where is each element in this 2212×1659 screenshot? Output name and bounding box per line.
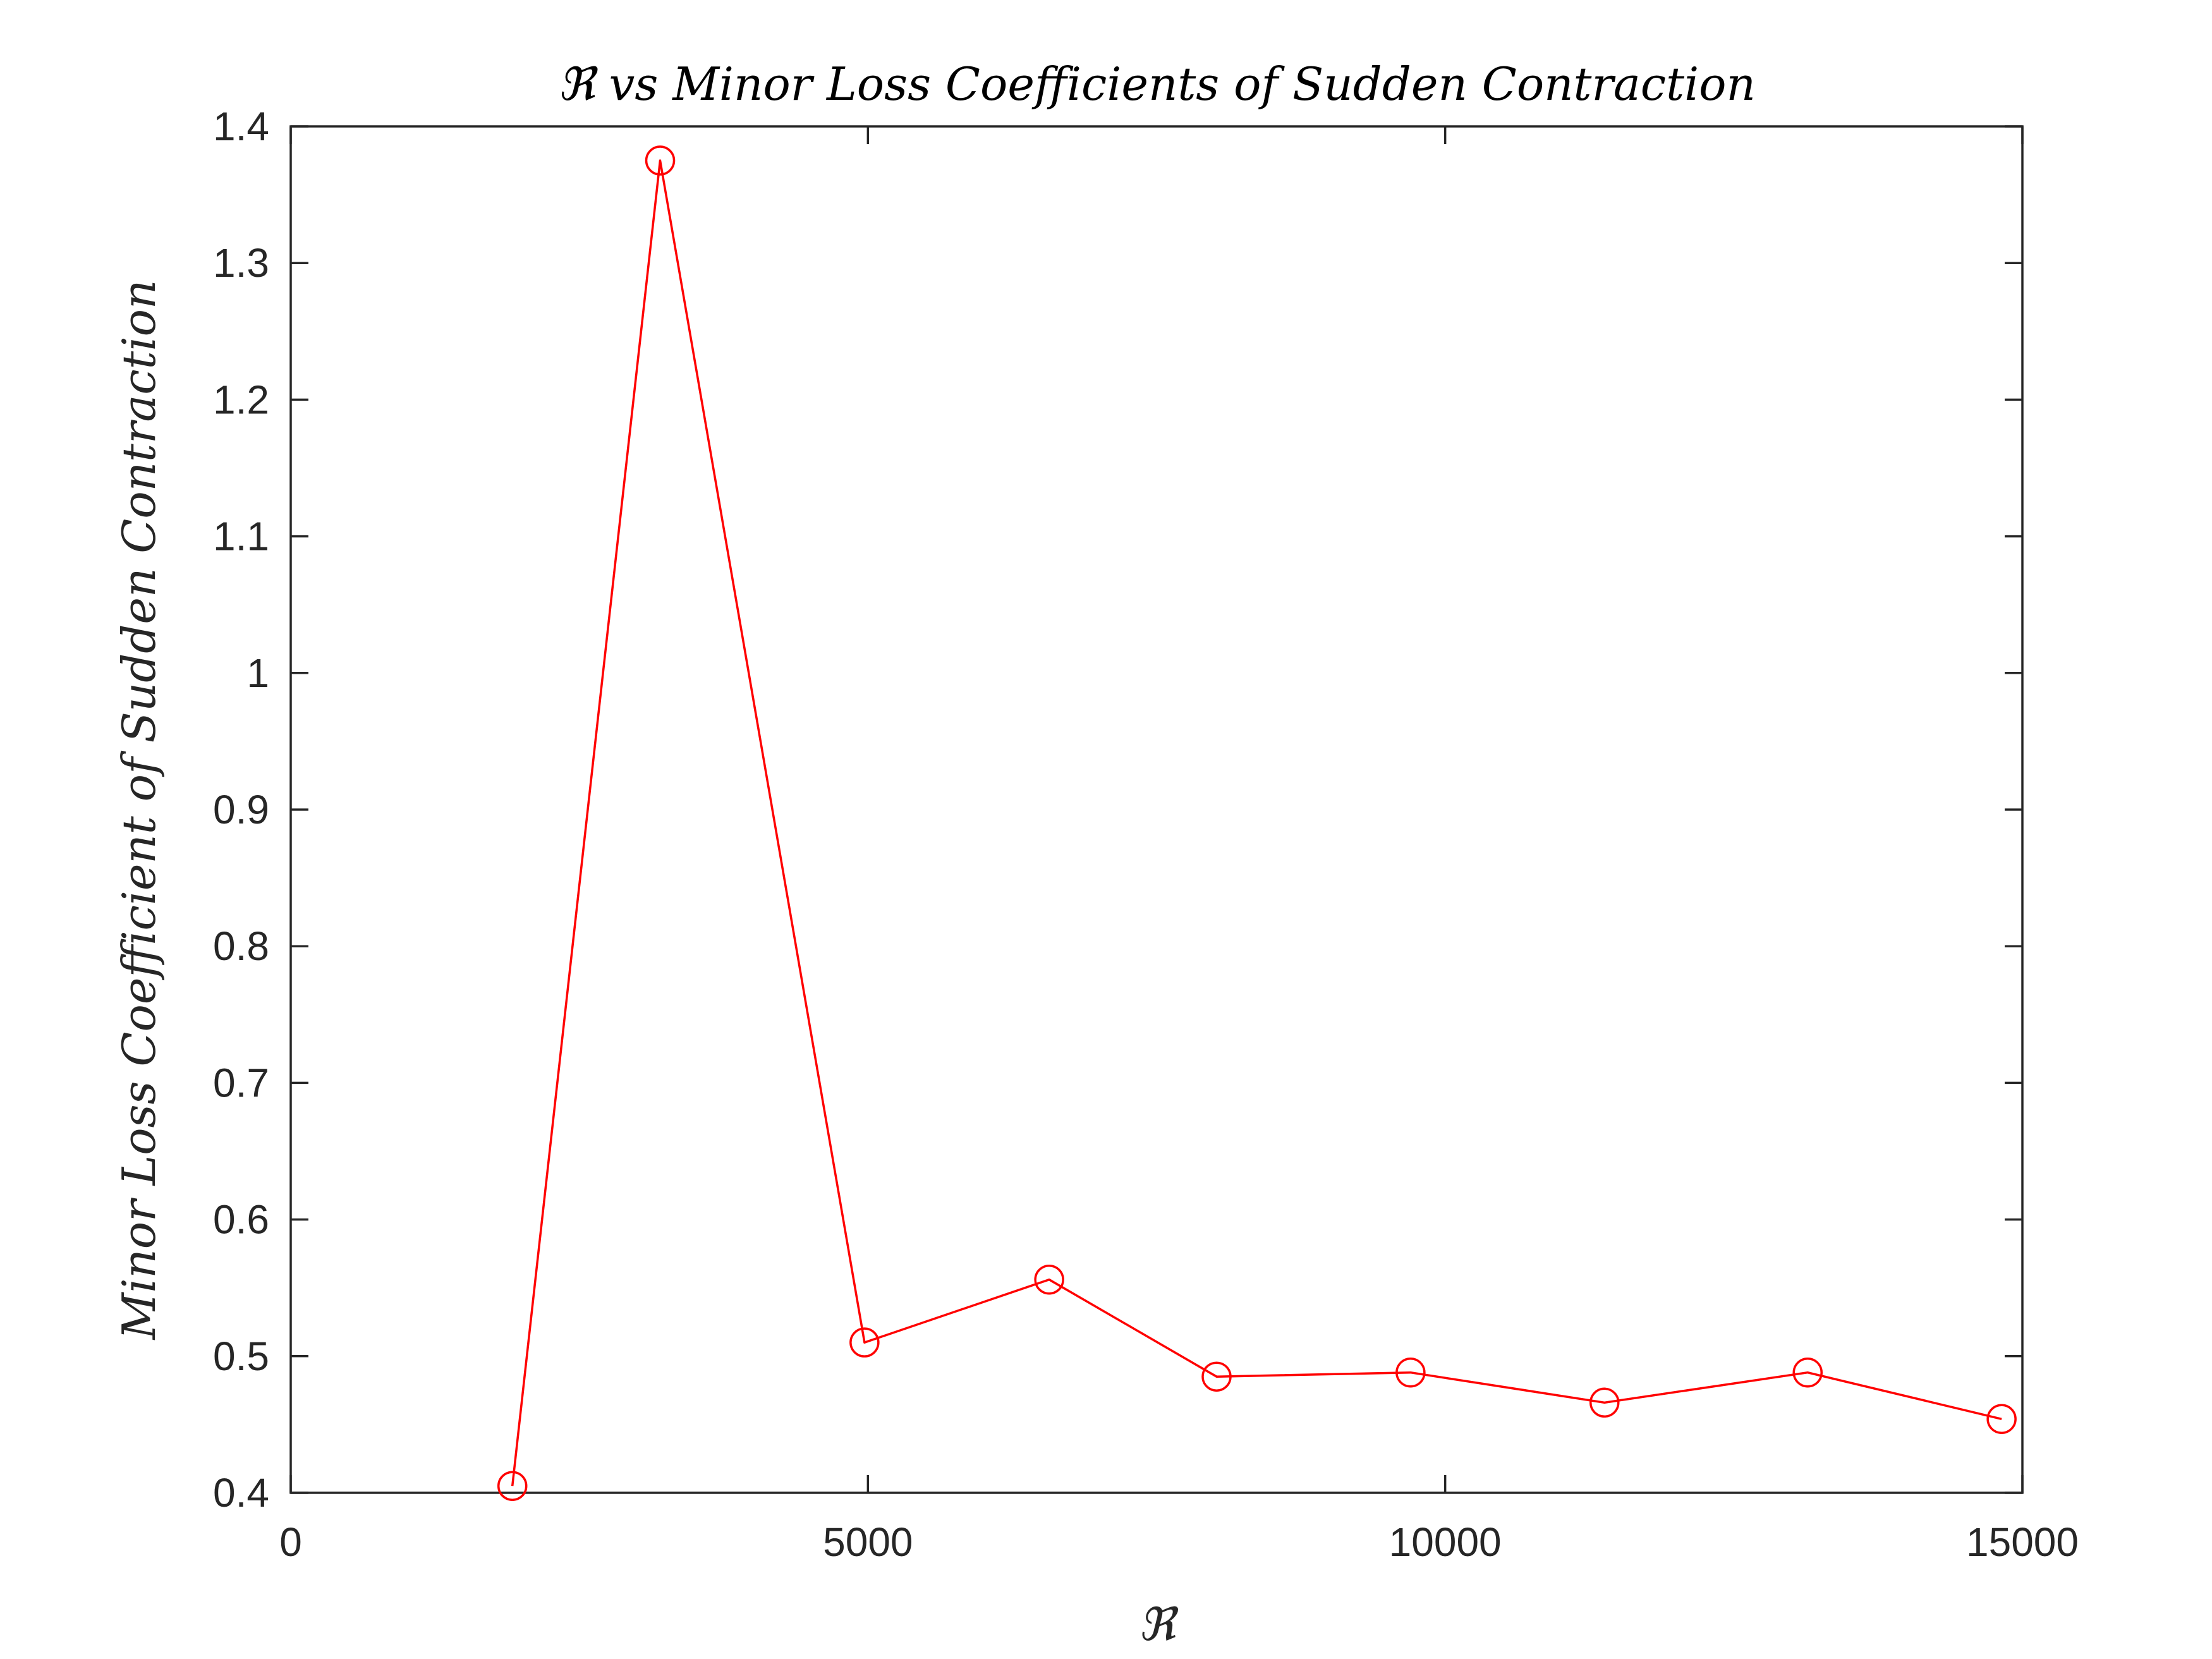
y-tick-label: 0.8 [213,923,269,969]
y-tick-label: 1.1 [213,514,269,559]
series-line [511,159,2002,1486]
x-tick-label: 10000 [1389,1519,1502,1565]
data-point-marker [849,1327,880,1358]
y-tick-label: 1.3 [213,240,269,286]
y-tick-label: 0.9 [213,787,269,832]
y-axis-ticks: 0.4 0.5 0.6 0.7 0.8 0.9 1 1.1 1.2 1.3 1.4 [213,104,2022,1516]
y-tick-label: 0.4 [213,1470,269,1516]
plot-area [289,125,2024,1494]
data-point-marker [497,1471,528,1501]
x-tick-label: 0 [279,1519,302,1565]
data-point-marker [1034,1264,1064,1295]
x-tick-label: 15000 [1966,1519,2079,1565]
y-tick-label: 1 [246,650,269,696]
data-point-marker [1201,1361,1232,1392]
x-axis-ticks: 0 5000 10000 15000 [279,126,2079,1565]
series-layer [497,145,2017,1501]
x-tick-label: 5000 [823,1519,913,1565]
y-tick-label: 1.2 [213,377,269,422]
data-point-marker [1792,1357,1823,1388]
x-axis-label: ℜ [1138,1598,1179,1651]
plot-axes: 0.4 0.5 0.6 0.7 0.8 0.9 1 1.1 1.2 1.3 1.4 0 5000 100… [213,104,2079,1565]
data-point-marker [1395,1357,1426,1388]
y-tick-label: 1.4 [213,104,269,149]
y-tick-label: 0.7 [213,1060,269,1105]
data-point-marker [645,145,676,176]
chart-title: ℜ vs Minor Loss Coefficients of Sudden C… [557,58,1756,111]
data-point-marker [1589,1387,1620,1418]
data-point-marker [1986,1404,2017,1435]
y-axis-label: Minor Loss Coefficient of Sudden Contrac… [112,280,166,1341]
y-tick-label: 0.6 [213,1197,269,1243]
y-tick-label: 0.5 [213,1334,269,1379]
